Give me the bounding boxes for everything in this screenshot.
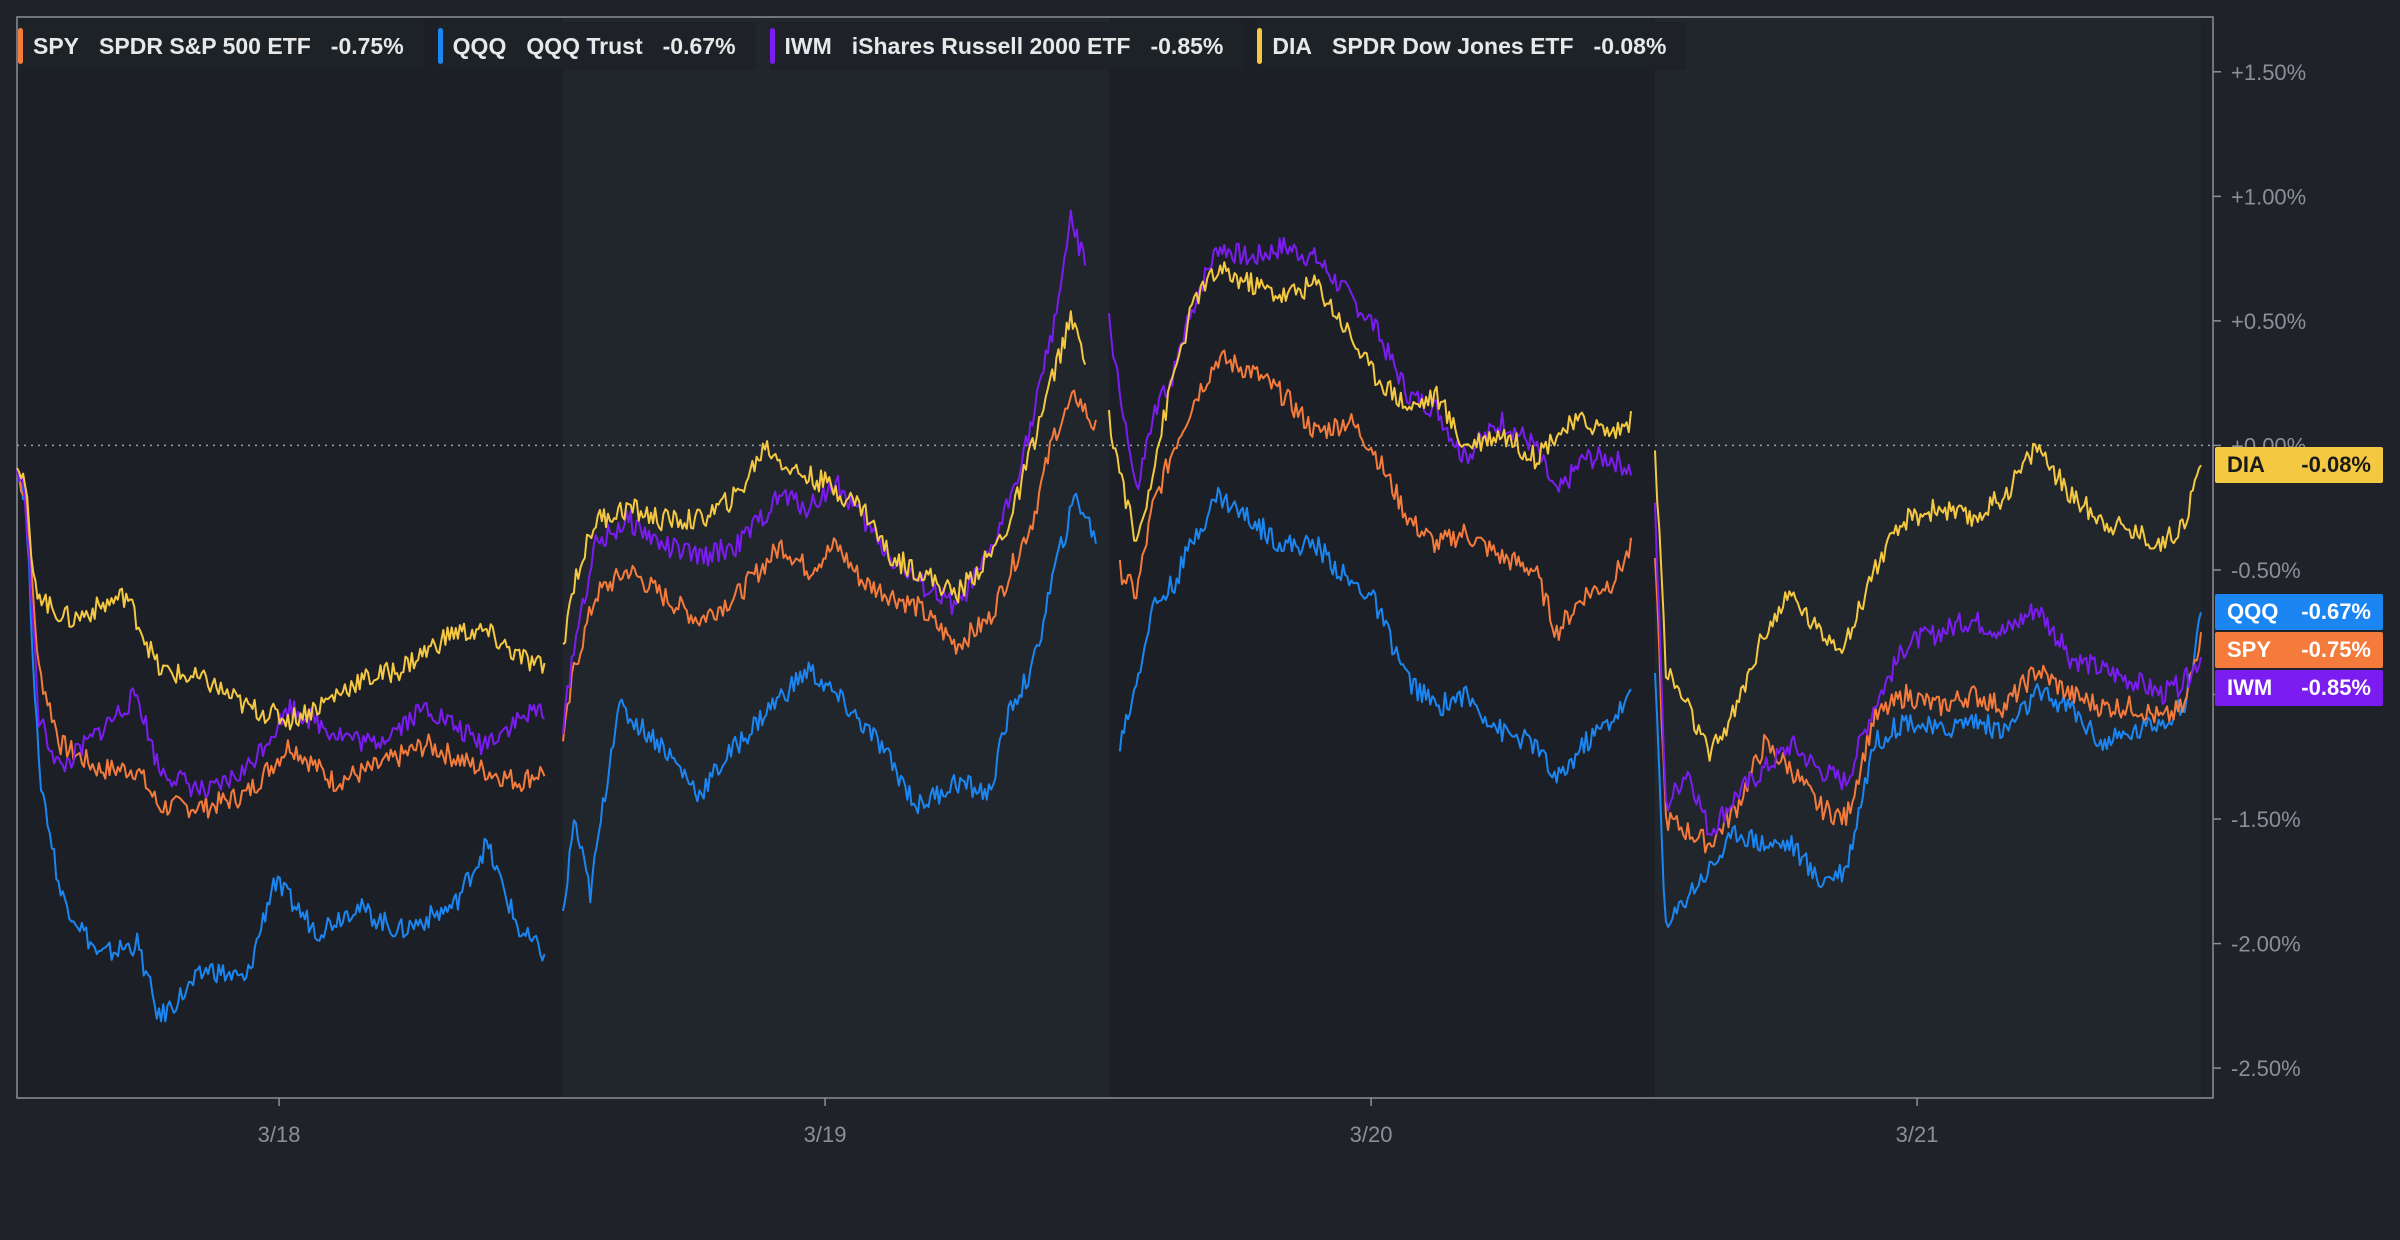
legend-name: SPDR S&P 500 ETF [99,32,311,59]
x-tick-label: 3/20 [1350,1122,1393,1147]
session-band [563,17,1109,1098]
series-line-dia [1108,261,1632,542]
y-tick-label: +1.00% [2231,184,2306,209]
session-shading [17,17,2201,1098]
y-axis: +1.50%+1.00%+0.50%+0.00%-0.50%-1.00%-1.5… [2213,60,2306,1081]
series-line-iwm [1654,502,2202,837]
legend-swatch-iwm [769,28,775,64]
session-band [17,17,563,1098]
price-badge-qqq: QQQ -0.67% [2215,594,2383,631]
x-tick-label: 3/21 [1896,1122,1939,1147]
y-tick-label: -0.50% [2231,558,2301,583]
series-line-iwm [16,469,546,799]
legend-name: SPDR Dow Jones ETF [1331,32,1574,59]
legend-change: -0.67% [662,32,736,59]
price-badge-spy: SPY -0.75% [2215,632,2383,669]
x-tick-label: 3/19 [804,1122,847,1147]
legend: SPY SPDR S&P 500 ETF -0.75% QQQ QQQ Trus… [18,22,1700,70]
y-tick-label: +0.50% [2231,309,2306,334]
x-axis: 3/18 3/19 3/20 3/21 [258,1098,1939,1147]
badge-change: -0.08% [2301,452,2371,478]
legend-swatch-qqq [437,28,443,64]
badge-change: -0.85% [2301,675,2371,701]
y-tick-label: +1.50% [2231,60,2306,85]
session-band [1655,17,2201,1098]
badge-symbol: IWM [2227,675,2273,701]
legend-name: iShares Russell 2000 ETF [851,32,1131,59]
series-line-spy [1118,349,1632,641]
session-band [1109,17,1655,1098]
badge-change: -0.75% [2301,637,2371,663]
series-line-qqq [1654,612,2202,928]
series-line-spy [16,470,546,819]
legend-item-dia[interactable]: DIA SPDR Dow Jones ETF -0.08% [1257,22,1687,70]
legend-change: -0.75% [330,32,404,59]
legend-change: -0.08% [1593,32,1667,59]
legend-item-qqq[interactable]: QQQ QQQ Trust -0.67% [437,22,756,70]
y-tick-label: -2.00% [2231,932,2301,957]
legend-swatch-spy [18,28,23,64]
y-tick-label: -1.50% [2231,807,2301,832]
price-badge-iwm: IWM -0.85% [2215,670,2383,707]
badge-symbol: SPY [2227,637,2272,663]
legend-item-iwm[interactable]: IWM iShares Russell 2000 ETF -0.85% [769,22,1244,70]
series-line-dia [1654,442,2202,762]
legend-symbol: IWM [784,32,832,59]
price-badge-dia: DIA -0.08% [2215,447,2383,484]
y-tick-label: -2.50% [2231,1056,2301,1081]
legend-symbol: QQQ [452,32,507,59]
series-line-qqq [1118,486,1632,784]
badge-symbol: DIA [2227,452,2265,478]
series-line-qqq [562,492,1097,912]
x-tick-label: 3/18 [258,1122,301,1147]
badge-symbol: QQQ [2227,599,2279,625]
series-lines [16,209,2202,1023]
series-line-spy [562,389,1097,742]
badge-change: -0.67% [2301,599,2371,625]
legend-swatch-dia [1257,28,1263,64]
legend-change: -0.85% [1150,32,1224,59]
plot-border [16,16,2214,1099]
legend-symbol: DIA [1272,32,1312,59]
series-line-qqq [16,477,546,1023]
series-line-dia [562,310,1087,645]
legend-item-spy[interactable]: SPY SPDR S&P 500 ETF -0.75% [18,22,424,70]
legend-symbol: SPY [33,32,80,59]
series-line-dia [16,467,546,731]
legend-name: QQQ Trust [526,32,643,59]
